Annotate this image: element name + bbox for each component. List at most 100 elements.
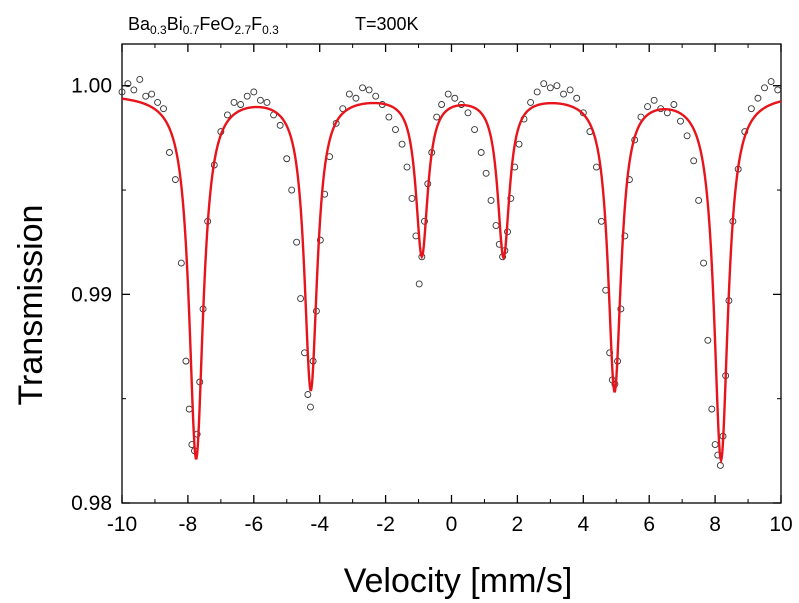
data-point xyxy=(243,92,251,100)
data-point xyxy=(263,98,271,106)
data-point xyxy=(471,126,479,133)
data-point xyxy=(695,197,703,204)
formula-label: Ba0.3Bi0.7FeO2.7F0.3 xyxy=(128,14,279,37)
x-axis-title: Velocity [mm/s] xyxy=(344,562,573,600)
data-point xyxy=(415,280,423,288)
data-point xyxy=(171,176,179,184)
data-point xyxy=(597,217,605,225)
y-axis-ticks: 0.98 0.99 1.00 xyxy=(71,75,781,515)
data-point xyxy=(165,149,173,156)
data-point xyxy=(774,86,782,94)
formula-element: Ba xyxy=(128,14,151,34)
data-point xyxy=(573,94,581,102)
data-point xyxy=(650,96,658,104)
data-points xyxy=(118,76,782,469)
data-point xyxy=(477,149,485,156)
formula-element: F xyxy=(251,14,262,34)
y-tick-label: 0.99 xyxy=(71,283,112,306)
data-point xyxy=(276,121,284,129)
data-point xyxy=(403,163,411,171)
data-point xyxy=(250,88,258,96)
data-point xyxy=(124,80,132,88)
data-point xyxy=(677,117,684,125)
x-tick-label: 8 xyxy=(709,513,721,536)
data-point xyxy=(142,92,150,100)
x-tick-label: -10 xyxy=(107,513,137,536)
x-tick-label: 0 xyxy=(446,513,458,536)
y-tick-label: 1.00 xyxy=(71,75,112,98)
x-tick-label: -6 xyxy=(244,513,263,536)
x-tick-label: -8 xyxy=(179,513,198,536)
data-point xyxy=(482,169,490,177)
data-point xyxy=(130,86,138,94)
data-point xyxy=(223,111,231,119)
data-point xyxy=(316,236,324,244)
formula-element: FeO xyxy=(199,14,234,34)
data-point xyxy=(451,94,459,102)
data-point xyxy=(398,140,406,148)
data-point xyxy=(118,88,126,96)
data-point xyxy=(747,105,755,113)
data-point xyxy=(533,88,541,96)
data-point xyxy=(283,155,291,163)
data-point xyxy=(385,113,393,121)
data-point xyxy=(553,82,561,90)
data-point xyxy=(700,259,708,267)
data-point xyxy=(256,96,264,104)
fit-curve xyxy=(121,97,782,465)
data-point xyxy=(716,461,724,469)
data-point xyxy=(444,90,452,98)
y-tick-label: 0.98 xyxy=(71,492,112,515)
plot-area xyxy=(118,43,782,504)
sample-annotation: Ba0.3Bi0.7FeO2.7F0.3 T=300K xyxy=(128,14,419,37)
data-point xyxy=(345,90,353,98)
data-point xyxy=(593,163,600,171)
data-point xyxy=(464,109,472,117)
data-point xyxy=(182,357,190,365)
data-point xyxy=(307,403,314,411)
data-point xyxy=(644,103,652,111)
data-point xyxy=(297,295,305,302)
data-point xyxy=(754,94,762,102)
data-point xyxy=(365,86,373,94)
x-tick-label: 4 xyxy=(577,513,589,536)
data-point xyxy=(288,186,296,194)
data-point xyxy=(352,94,360,102)
data-point xyxy=(177,259,185,267)
data-point xyxy=(566,86,574,94)
data-point xyxy=(372,92,380,100)
data-point xyxy=(304,391,312,398)
data-point xyxy=(487,197,495,204)
x-tick-label: -4 xyxy=(310,513,329,536)
formula-subscript: 2.7 xyxy=(234,23,251,37)
data-point xyxy=(293,238,301,246)
data-point xyxy=(237,101,245,108)
data-point xyxy=(154,98,162,106)
x-axis-ticks: -10 -8 -6 -4 -2 0 2 4 6 8 10 xyxy=(107,44,793,536)
data-point xyxy=(408,194,416,202)
data-point xyxy=(160,105,167,113)
data-point xyxy=(339,105,347,113)
data-point xyxy=(546,84,554,92)
data-point xyxy=(359,84,366,92)
x-tick-label: -2 xyxy=(376,513,395,536)
formula-subscript: 0.7 xyxy=(183,23,200,37)
x-tick-label: 6 xyxy=(643,513,655,536)
data-point xyxy=(433,113,441,121)
data-point xyxy=(540,80,548,88)
plot-frame xyxy=(121,43,782,504)
data-point xyxy=(527,98,535,106)
data-point xyxy=(708,405,716,413)
data-point xyxy=(704,336,712,344)
x-tick-label: 10 xyxy=(769,513,792,536)
data-point xyxy=(711,441,719,449)
data-point xyxy=(670,101,678,108)
formula-subscript: 0.3 xyxy=(262,23,279,37)
data-point xyxy=(230,98,238,106)
data-point xyxy=(438,101,446,108)
data-point xyxy=(690,157,698,165)
data-point xyxy=(560,90,567,98)
data-point xyxy=(761,84,768,92)
data-point xyxy=(492,222,500,229)
